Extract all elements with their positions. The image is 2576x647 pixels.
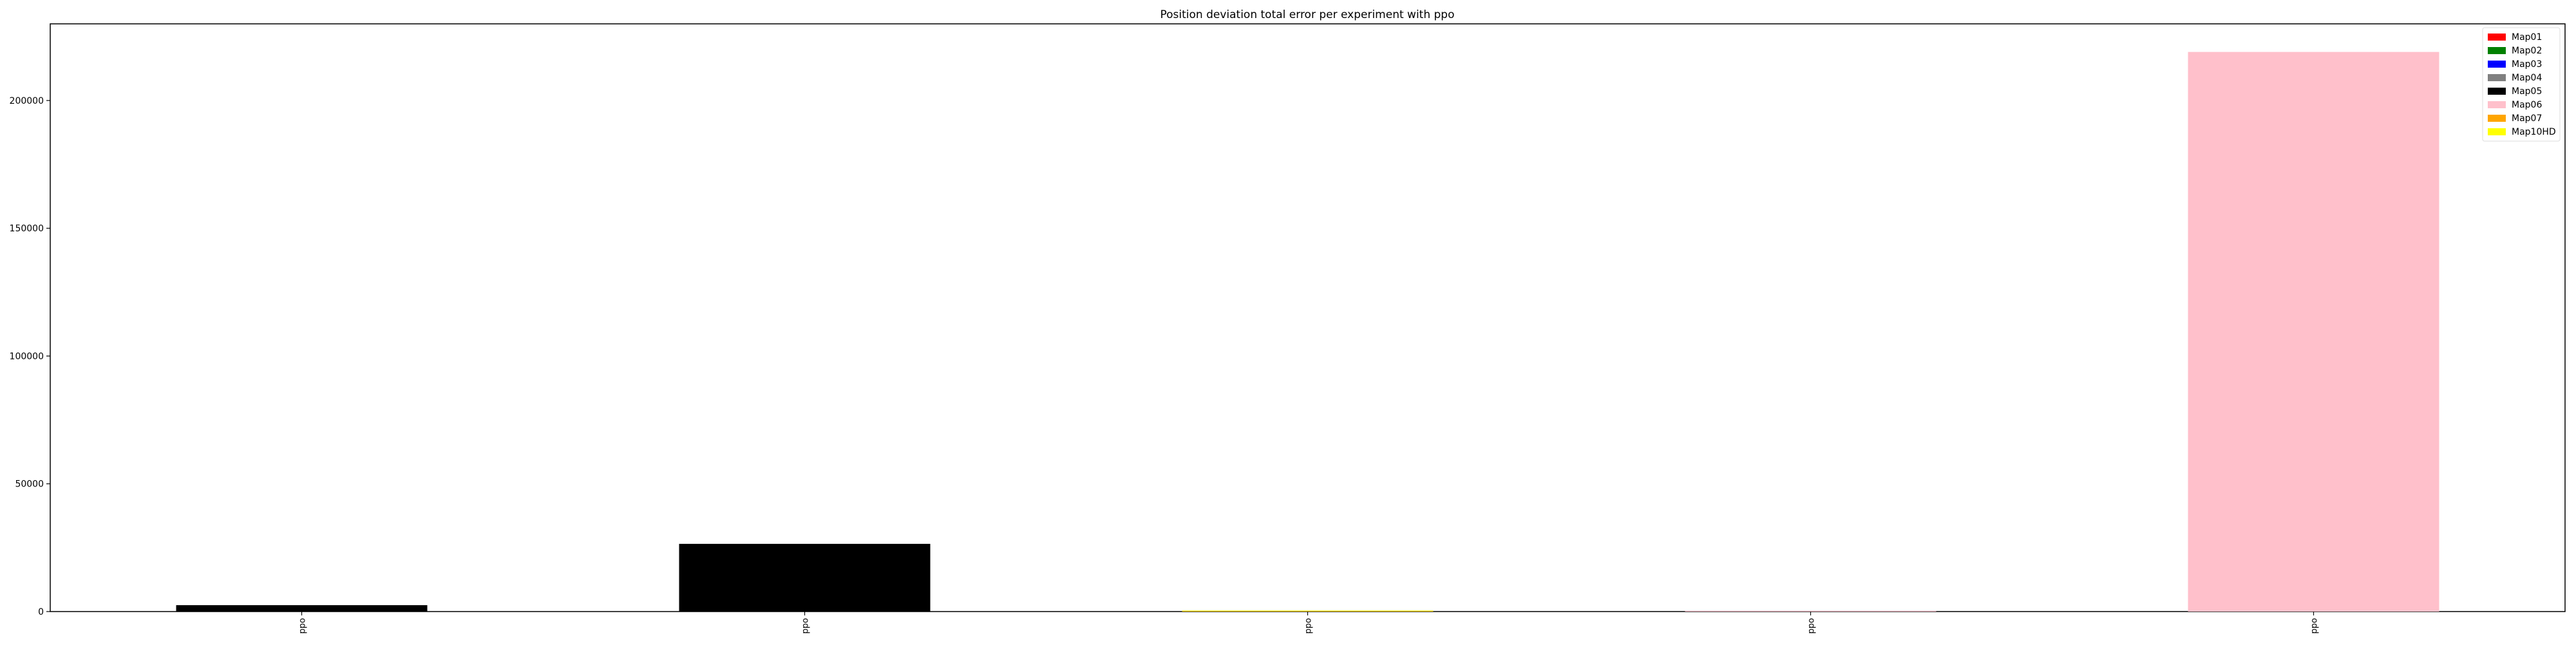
legend-swatch [2488, 34, 2506, 41]
legend-label: Map07 [2512, 113, 2542, 124]
legend: Map01 Map02 Map03 Map04 Map05 Map06 Map07 Map10… [2482, 27, 2561, 142]
bar [1685, 610, 1937, 612]
legend-label: Map10HD [2512, 127, 2556, 137]
legend-label: Map01 [2512, 32, 2542, 43]
legend-swatch [2488, 101, 2506, 108]
legend-swatch [2488, 61, 2506, 68]
legend-swatch [2488, 88, 2506, 95]
legend-label: Map04 [2512, 73, 2542, 83]
bar [176, 605, 428, 612]
chart-title: Position deviation total error per exper… [1160, 8, 1455, 21]
legend-swatch [2488, 47, 2506, 54]
y-tick-label: 150000 [10, 224, 44, 234]
bar [2188, 52, 2439, 612]
x-tick-label: ppo [1807, 618, 1817, 634]
legend-label: Map02 [2512, 46, 2542, 56]
y-axis: 0 50000 100000 150000 200000 [10, 96, 50, 617]
y-tick-label: 50000 [15, 479, 44, 490]
legend-swatch [2488, 128, 2506, 135]
legend-label: Map06 [2512, 100, 2542, 110]
y-tick-label: 100000 [10, 351, 44, 362]
legend-label: Map05 [2512, 86, 2542, 97]
bar [1182, 610, 1434, 612]
y-tick-label: 0 [38, 607, 44, 617]
legend-swatch [2488, 115, 2506, 122]
y-tick-label: 200000 [10, 96, 44, 106]
legend-frame [2482, 27, 2561, 142]
legend-label: Map03 [2512, 59, 2542, 70]
legend-swatch [2488, 74, 2506, 81]
bar [679, 543, 931, 612]
x-tick-label: ppo [1304, 618, 1314, 634]
bars-group [176, 52, 2439, 612]
x-tick-label: ppo [801, 618, 811, 634]
x-axis: ppo ppo ppo ppo ppo [298, 612, 2320, 633]
x-tick-label: ppo [2310, 618, 2320, 634]
x-tick-label: ppo [298, 618, 308, 634]
plot-frame [50, 23, 2566, 612]
